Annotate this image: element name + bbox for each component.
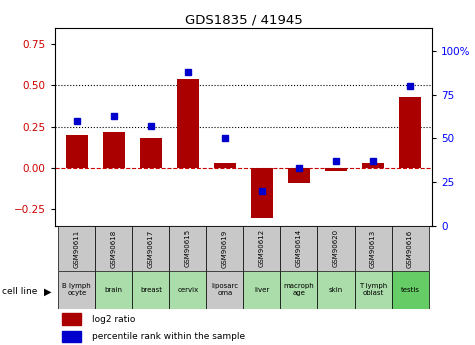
Bar (170, 271, 207, 309)
Bar (325, 168, 347, 171)
Bar (317, 226, 354, 271)
Bar (280, 271, 317, 309)
Text: GSM90611: GSM90611 (74, 229, 80, 267)
Bar (58, 226, 95, 271)
Text: ▶: ▶ (44, 287, 52, 296)
Text: log2 ratio: log2 ratio (92, 315, 136, 324)
Bar (354, 226, 391, 271)
Bar (177, 79, 199, 168)
Bar (62, 331, 81, 342)
Bar (391, 271, 428, 309)
Bar (103, 132, 125, 168)
Bar (95, 271, 133, 309)
Bar (214, 163, 236, 168)
Bar (391, 226, 428, 271)
Bar (207, 271, 244, 309)
Bar (288, 168, 310, 183)
Bar (243, 226, 280, 271)
Text: GSM90617: GSM90617 (148, 229, 154, 267)
Bar (58, 271, 95, 309)
Bar (362, 163, 384, 168)
Text: T lymph
oblast: T lymph oblast (359, 283, 387, 296)
Bar (170, 226, 207, 271)
Text: GSM90618: GSM90618 (111, 229, 117, 267)
Text: B lymph
ocyte: B lymph ocyte (63, 283, 91, 296)
Text: testis: testis (400, 287, 419, 293)
Text: skin: skin (329, 287, 343, 293)
Text: liposarc
oma: liposarc oma (211, 283, 238, 296)
Bar (133, 271, 170, 309)
Bar (399, 97, 421, 168)
Text: cell line: cell line (2, 287, 38, 296)
Text: liver: liver (254, 287, 270, 293)
Bar (251, 168, 273, 218)
Bar (207, 226, 244, 271)
Text: GSM90616: GSM90616 (407, 229, 413, 267)
Text: GSM90613: GSM90613 (370, 229, 376, 267)
Bar (133, 226, 170, 271)
Text: GSM90620: GSM90620 (333, 229, 339, 267)
Bar (317, 271, 354, 309)
Text: GSM90612: GSM90612 (259, 229, 265, 267)
Text: breast: breast (140, 287, 162, 293)
Bar (243, 271, 280, 309)
Text: cervix: cervix (177, 287, 199, 293)
Bar (66, 135, 88, 168)
Bar (140, 138, 162, 168)
Text: percentile rank within the sample: percentile rank within the sample (92, 332, 246, 341)
Bar (354, 271, 391, 309)
Text: GSM90615: GSM90615 (185, 229, 191, 267)
Text: macroph
age: macroph age (284, 283, 314, 296)
Bar (95, 226, 133, 271)
Title: GDS1835 / 41945: GDS1835 / 41945 (185, 13, 302, 27)
Bar (62, 314, 81, 325)
Text: GSM90619: GSM90619 (222, 229, 228, 267)
Bar (280, 226, 317, 271)
Text: GSM90614: GSM90614 (296, 229, 302, 267)
Text: brain: brain (105, 287, 123, 293)
